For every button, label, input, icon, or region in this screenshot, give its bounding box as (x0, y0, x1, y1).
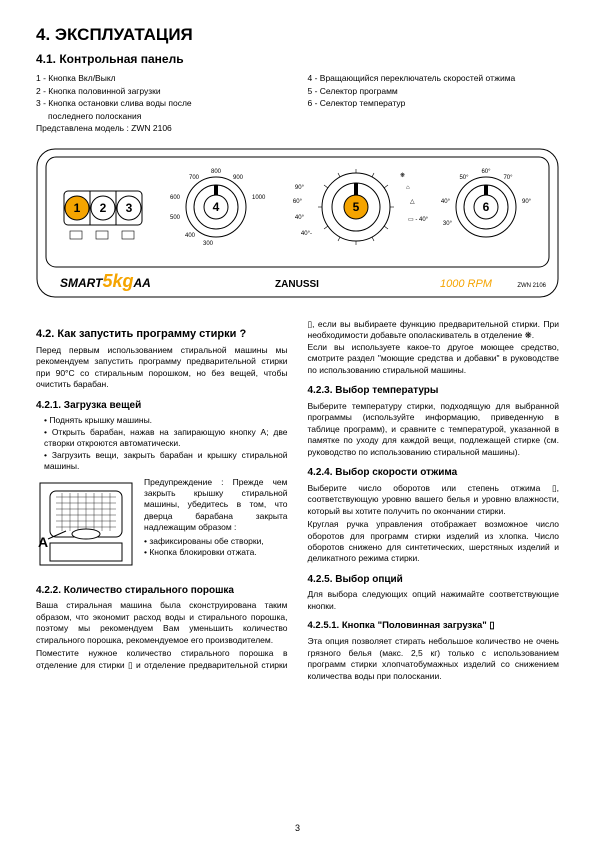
p-4-2-2-c: Если вы используете какое-то другое моющ… (308, 342, 560, 376)
legend-columns: 1 - Кнопка Вкл/Выкл 2 - Кнопка половинно… (36, 73, 559, 135)
p-4-2-2-a: Ваша стиральная машина была сконструиров… (36, 600, 288, 646)
subsection-4-1: 4.1. Контрольная панель (36, 51, 559, 67)
svg-text:ZANUSSI: ZANUSSI (275, 279, 319, 290)
svg-text:6: 6 (483, 200, 490, 214)
page-number: 3 (0, 822, 595, 834)
svg-text:40°: 40° (441, 199, 451, 205)
svg-text:900: 900 (233, 175, 244, 181)
legend-1: 1 - Кнопка Вкл/Выкл (36, 73, 288, 84)
heading-4-2-2: 4.2.2. Количество стирального порошка (36, 584, 288, 598)
svg-text:90°: 90° (522, 199, 532, 205)
heading-4-2-3: 4.2.3. Выбор температуры (308, 384, 560, 398)
svg-text:▭ - 40°: ▭ - 40° (408, 217, 429, 223)
svg-text:4: 4 (213, 200, 220, 214)
svg-text:30°: 30° (443, 221, 453, 227)
legend-model: Представлена модель : ZWN 2106 (36, 123, 288, 134)
list-4-2-1: Поднять крышку машины. Открыть барабан, … (36, 415, 288, 472)
p-4-2-5: Для выбора следующих опций нажимайте соо… (308, 589, 560, 612)
svg-text:90°: 90° (295, 185, 305, 191)
legend-4: 4 - Вращающийся переключатель скоростей … (308, 73, 560, 84)
control-panel-diagram: 1 2 3 4 800 700 900 600 1000 500 400 300… (36, 143, 559, 306)
svg-text:70°: 70° (503, 175, 513, 181)
svg-text:400: 400 (185, 233, 196, 239)
heading-4-2-5: 4.2.5. Выбор опций (308, 573, 560, 587)
svg-text:60°: 60° (481, 169, 491, 175)
body-columns: 4.2. Как запустить программу стирки ? Пе… (36, 319, 559, 682)
svg-text:△: △ (410, 199, 415, 205)
svg-text:3: 3 (126, 201, 133, 215)
svg-text:1000: 1000 (252, 195, 266, 201)
svg-text:❋: ❋ (400, 172, 405, 179)
svg-text:800: 800 (211, 169, 222, 175)
p-4-2-5-1: Эта опция позволяет стирать небольшое ко… (308, 636, 560, 682)
svg-text:A: A (38, 534, 48, 550)
heading-4-2: 4.2. Как запустить программу стирки ? (36, 327, 288, 342)
svg-text:1000 RPM: 1000 RPM (440, 278, 493, 290)
p-4-2: Перед первым использованием стиральной м… (36, 345, 288, 391)
svg-text:300: 300 (203, 241, 214, 247)
legend-5: 5 - Селектор программ (308, 86, 560, 97)
legend-3b: последнего полоскания (36, 111, 288, 122)
svg-text:2: 2 (100, 201, 107, 215)
svg-text:600: 600 (170, 195, 181, 201)
svg-text:700: 700 (189, 175, 200, 181)
svg-text:40°: 40° (295, 215, 305, 221)
heading-4-2-5-1: 4.2.5.1. Кнопка "Половинная загрузка" ▯ (308, 620, 560, 633)
section-title: 4. ЭКСПЛУАТАЦИЯ (36, 24, 559, 47)
svg-text:⌂: ⌂ (406, 185, 410, 191)
svg-text:60°: 60° (293, 199, 303, 205)
legend-3: 3 - Кнопка остановки слива воды после (36, 98, 288, 109)
legend-2: 2 - Кнопка половинной загрузки (36, 86, 288, 97)
svg-text:1: 1 (74, 201, 81, 215)
drum-inset-figure: A (36, 479, 136, 572)
p-4-2-3: Выберите температуру стирки, подходящую … (308, 401, 560, 458)
heading-4-2-1: 4.2.1. Загрузка вещей (36, 399, 288, 413)
p-4-2-4-b: Круглая ручка управления отображает возм… (308, 519, 560, 565)
svg-text:50°: 50° (459, 175, 469, 181)
legend-6: 6 - Селектор температур (308, 98, 560, 109)
p-4-2-4-a: Выберите число оборотов или степень отжи… (308, 483, 560, 517)
svg-text:40°-: 40°- (301, 231, 312, 237)
svg-text:500: 500 (170, 215, 181, 221)
heading-4-2-4: 4.2.4. Выбор скорости отжима (308, 466, 560, 480)
svg-text:5: 5 (353, 200, 360, 214)
svg-text:ZWN 2106: ZWN 2106 (517, 283, 546, 289)
